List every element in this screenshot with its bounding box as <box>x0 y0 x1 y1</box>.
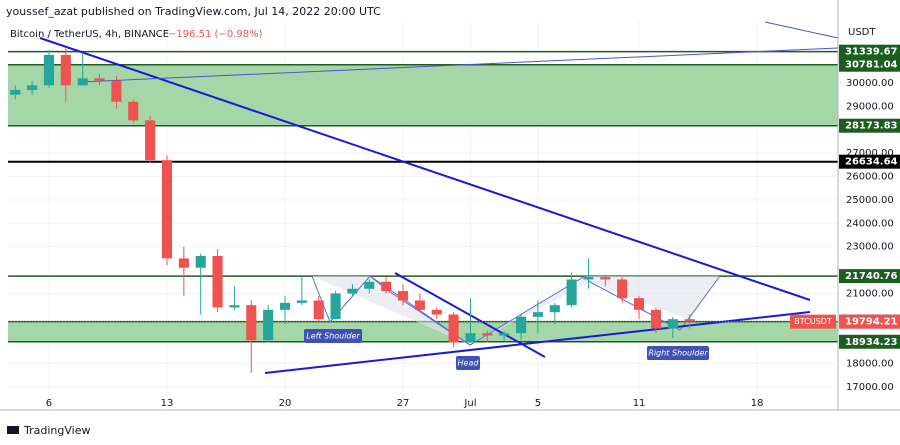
candle-body <box>43 54 55 86</box>
logo-mark <box>7 426 19 434</box>
annotation: Right Shoulder <box>648 349 708 358</box>
y-tick-label: 23000.00 <box>846 242 894 253</box>
candle-body <box>60 54 71 86</box>
pattern-fill <box>312 276 720 345</box>
candle-body <box>246 305 257 341</box>
pattern-line <box>369 275 471 346</box>
candle-body <box>77 78 88 86</box>
level-label: 30781.04 <box>845 60 898 71</box>
symbol: Bitcoin / TetherUS, 4h, BINANCE <box>10 29 169 40</box>
candle-body <box>583 277 594 280</box>
level-tag <box>839 269 900 284</box>
candle-body <box>414 300 425 310</box>
trend-line <box>264 311 811 374</box>
annotation-box <box>304 329 362 343</box>
candle-body <box>161 160 173 259</box>
candle-body <box>448 314 459 343</box>
candle-body <box>27 85 38 91</box>
candle-body <box>499 333 510 336</box>
level-label: 18934.23 <box>845 337 898 348</box>
zone <box>8 321 838 342</box>
level-tag <box>839 334 900 349</box>
candle-body <box>532 312 543 317</box>
y-tick-label: 30000.00 <box>846 78 894 89</box>
level-tag <box>839 44 900 59</box>
candle-body <box>465 333 476 343</box>
publisher: youssef_azat published on TradingView.co… <box>6 5 381 18</box>
candle-body <box>229 305 240 308</box>
x-tick-label: 20 <box>279 398 292 409</box>
last-symbol: BTCUSDT <box>794 317 832 326</box>
y-tick-label: 27000.00 <box>846 148 894 159</box>
candle-body <box>566 279 577 306</box>
candle-body <box>178 258 189 268</box>
candle-body <box>431 309 442 315</box>
plot <box>8 20 839 410</box>
candle-body <box>111 80 122 102</box>
candle-body <box>279 302 291 310</box>
candle-body <box>330 293 341 320</box>
y-tick-label: 18000.00 <box>846 359 894 370</box>
level-label: 31339.67 <box>845 47 898 58</box>
candle-body <box>347 288 358 294</box>
candle-body <box>667 319 678 329</box>
candle-body <box>549 305 560 313</box>
level-label: 26634.64 <box>845 157 898 168</box>
annotation-box <box>456 356 480 370</box>
candle-body <box>600 277 611 280</box>
candle-body <box>397 291 409 301</box>
y-tick-label: 25000.00 <box>846 195 894 206</box>
x-tick-label: 6 <box>46 398 52 409</box>
candle-body <box>364 281 375 289</box>
candle-body <box>263 309 274 341</box>
x-tick-label: 13 <box>161 398 174 409</box>
logo: TradingView <box>7 424 90 437</box>
annotation: Head <box>458 359 480 368</box>
last-symbol-tag <box>790 314 836 329</box>
candle-body <box>381 281 392 292</box>
change: −196.51 (−0.98%) <box>168 29 263 40</box>
trend-line <box>39 37 811 301</box>
annotation-box <box>647 346 709 360</box>
x-tick-label: Jul <box>463 398 476 409</box>
level-tag <box>839 154 900 169</box>
last-price-label: 19794.21 <box>845 317 898 328</box>
candle-body <box>650 309 661 329</box>
level-tag <box>839 118 900 133</box>
candle-body <box>296 300 307 303</box>
x-tick-label: 27 <box>397 398 410 409</box>
candle-body <box>10 90 21 95</box>
x-tick-label: 18 <box>751 398 764 409</box>
last-price-tag <box>839 314 900 329</box>
y-tick-label: 29000.00 <box>846 101 894 112</box>
y-tick-label: 17000.00 <box>846 382 894 393</box>
y-tick-label: 26000.00 <box>846 172 894 183</box>
trend-line <box>79 47 839 83</box>
candle-body <box>94 78 105 81</box>
candle-body <box>212 256 223 308</box>
level-label: 28173.83 <box>845 121 898 132</box>
candle-body <box>313 300 324 320</box>
candle-body <box>145 120 156 161</box>
level-label: 21740.76 <box>845 271 898 282</box>
candle-body <box>515 316 527 334</box>
candle-body <box>684 319 695 322</box>
y-tick-label: 21000.00 <box>846 288 894 299</box>
trend-line <box>764 21 839 39</box>
currency: USDT <box>848 27 876 38</box>
annotation: Left Shoulder <box>306 332 360 341</box>
candle-body <box>482 333 493 336</box>
x-tick-label: 11 <box>633 398 646 409</box>
level-tag <box>839 57 900 72</box>
candle-body <box>617 279 628 299</box>
footer: TradingView <box>23 424 90 437</box>
x-tick-label: 5 <box>535 398 541 409</box>
candle-body <box>128 101 139 121</box>
candle-body <box>195 256 206 268</box>
y-tick-label: 24000.00 <box>846 218 894 229</box>
candle-body <box>633 298 645 310</box>
